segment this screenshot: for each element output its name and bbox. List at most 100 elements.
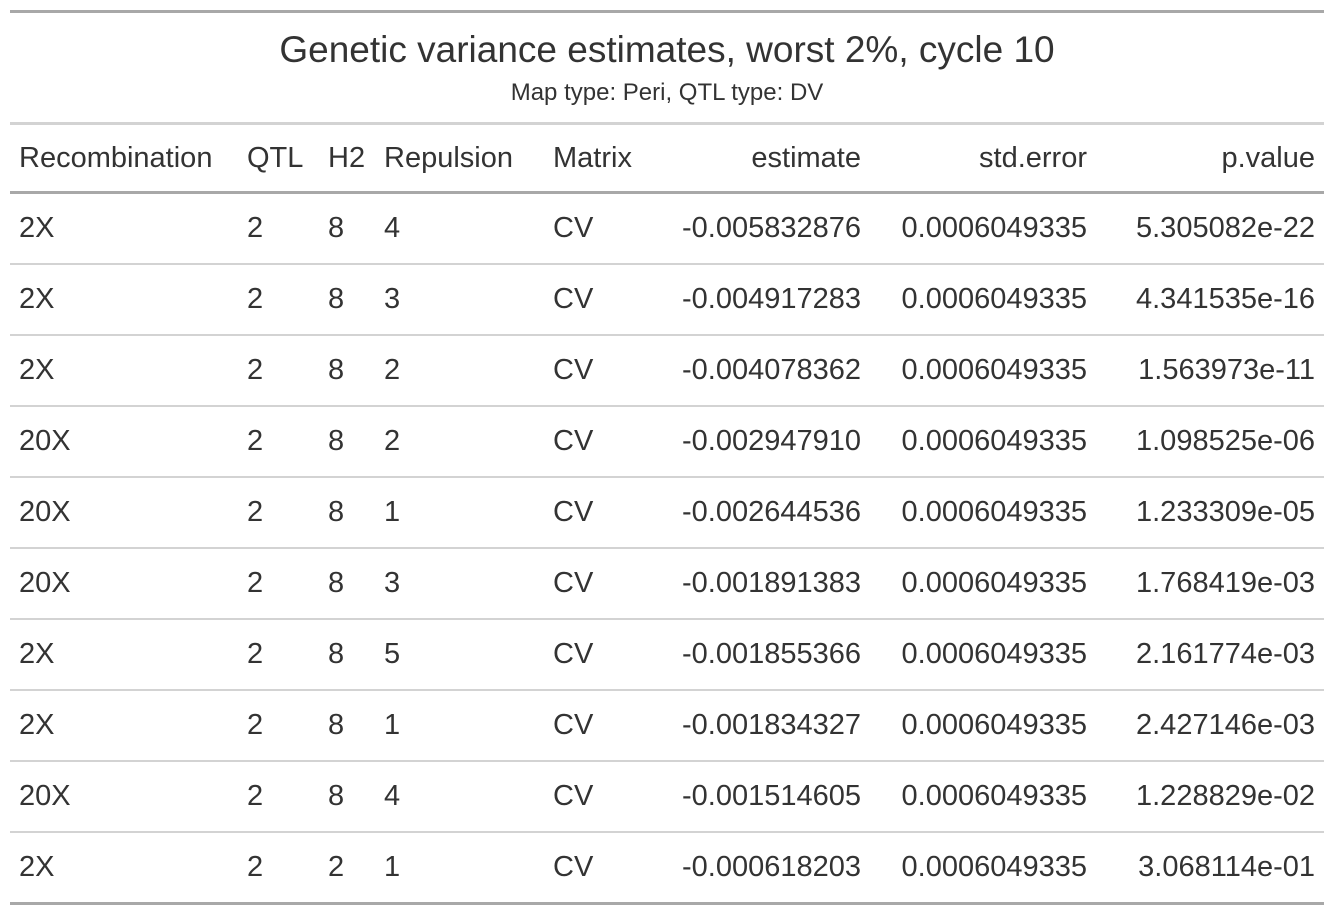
cell-repulsion: 1: [375, 477, 544, 549]
cell-std-error: 0.0006049335: [870, 192, 1096, 265]
cell-recombination: 2X: [10, 192, 238, 265]
cell-recombination: 20X: [10, 761, 238, 833]
cell-std-error: 0.0006049335: [870, 548, 1096, 620]
table-subtitle: Map type: Peri, QTL type: DV: [510, 79, 824, 106]
cell-matrix: CV: [544, 477, 648, 549]
cell-h2: 2: [319, 832, 375, 905]
cell-repulsion: 2: [375, 406, 544, 478]
cell-recombination: 20X: [10, 477, 238, 549]
column-header-std-error: std.error: [870, 125, 1096, 194]
table-row: 2X 2 8 3 CV -0.004917283 0.0006049335 4.341535e…: [10, 264, 1324, 336]
cell-p-value: 1.563973e-11: [1096, 335, 1324, 407]
cell-repulsion: 3: [375, 548, 544, 620]
cell-matrix: CV: [544, 264, 648, 336]
cell-estimate: -0.000618203: [648, 832, 870, 905]
cell-p-value: 3.068114e-01: [1096, 832, 1324, 905]
cell-estimate: -0.004917283: [648, 264, 870, 336]
cell-estimate: -0.001891383: [648, 548, 870, 620]
table-body: 2X 2 8 4 CV -0.005832876 0.0006049335 5.305082e…: [10, 192, 1324, 905]
cell-estimate: -0.001834327: [648, 690, 870, 762]
cell-h2: 8: [319, 761, 375, 833]
cell-matrix: CV: [544, 832, 648, 905]
cell-p-value: 2.427146e-03: [1096, 690, 1324, 762]
table-header: Recombination QTL H2 Repulsion Matrix es…: [10, 125, 1324, 194]
cell-p-value: 1.098525e-06: [1096, 406, 1324, 478]
column-header-repulsion: Repulsion: [375, 125, 544, 194]
cell-p-value: 5.305082e-22: [1096, 192, 1324, 265]
table-heading: Genetic variance estimates, worst 2%, cy…: [10, 13, 1324, 122]
column-header-p-value: p.value: [1096, 125, 1324, 194]
cell-recombination: 2X: [10, 619, 238, 691]
cell-std-error: 0.0006049335: [870, 264, 1096, 336]
table-row: 2X 2 8 1 CV -0.001834327 0.0006049335 2.427146e…: [10, 690, 1324, 762]
cell-std-error: 0.0006049335: [870, 690, 1096, 762]
cell-qtl: 2: [238, 832, 319, 905]
cell-std-error: 0.0006049335: [870, 335, 1096, 407]
cell-h2: 8: [319, 619, 375, 691]
cell-repulsion: 4: [375, 761, 544, 833]
cell-qtl: 2: [238, 761, 319, 833]
cell-p-value: 1.228829e-02: [1096, 761, 1324, 833]
table-row: 20X 2 8 1 CV -0.002644536 0.0006049335 1.233309…: [10, 477, 1324, 549]
cell-matrix: CV: [544, 690, 648, 762]
cell-std-error: 0.0006049335: [870, 832, 1096, 905]
cell-std-error: 0.0006049335: [870, 761, 1096, 833]
cell-qtl: 2: [238, 192, 319, 265]
cell-matrix: CV: [544, 548, 648, 620]
cell-estimate: -0.002644536: [648, 477, 870, 549]
cell-recombination: 2X: [10, 335, 238, 407]
cell-h2: 8: [319, 192, 375, 265]
cell-h2: 8: [319, 406, 375, 478]
table-row: 2X 2 8 2 CV -0.004078362 0.0006049335 1.563973e…: [10, 335, 1324, 407]
table-row: 20X 2 8 3 CV -0.001891383 0.0006049335 1.768419…: [10, 548, 1324, 620]
table-row: 20X 2 8 4 CV -0.001514605 0.0006049335 1.228829…: [10, 761, 1324, 833]
cell-matrix: CV: [544, 761, 648, 833]
cell-qtl: 2: [238, 264, 319, 336]
table-row: 2X 2 8 4 CV -0.005832876 0.0006049335 5.305082e…: [10, 192, 1324, 265]
cell-qtl: 2: [238, 690, 319, 762]
heading-rule: [10, 122, 1324, 125]
cell-qtl: 2: [238, 477, 319, 549]
table-row: 2X 2 8 5 CV -0.001855366 0.0006049335 2.161774e…: [10, 619, 1324, 691]
cell-matrix: CV: [544, 406, 648, 478]
cell-recombination: 2X: [10, 832, 238, 905]
cell-estimate: -0.004078362: [648, 335, 870, 407]
cell-recombination: 20X: [10, 406, 238, 478]
results-table: Recombination QTL H2 Repulsion Matrix es…: [10, 125, 1324, 905]
cell-p-value: 1.233309e-05: [1096, 477, 1324, 549]
top-rule: [10, 10, 1324, 13]
cell-matrix: CV: [544, 619, 648, 691]
cell-h2: 8: [319, 477, 375, 549]
cell-h2: 8: [319, 548, 375, 620]
cell-std-error: 0.0006049335: [870, 406, 1096, 478]
cell-repulsion: 4: [375, 192, 544, 265]
cell-estimate: -0.005832876: [648, 192, 870, 265]
cell-recombination: 2X: [10, 690, 238, 762]
cell-qtl: 2: [238, 548, 319, 620]
cell-std-error: 0.0006049335: [870, 477, 1096, 549]
cell-qtl: 2: [238, 406, 319, 478]
cell-std-error: 0.0006049335: [870, 619, 1096, 691]
table-row: 20X 2 8 2 CV -0.002947910 0.0006049335 1.098525…: [10, 406, 1324, 478]
cell-matrix: CV: [544, 335, 648, 407]
cell-h2: 8: [319, 690, 375, 762]
cell-p-value: 4.341535e-16: [1096, 264, 1324, 336]
cell-recombination: 2X: [10, 264, 238, 336]
results-table-container: Genetic variance estimates, worst 2%, cy…: [10, 10, 1324, 905]
cell-p-value: 2.161774e-03: [1096, 619, 1324, 691]
cell-repulsion: 1: [375, 690, 544, 762]
column-header-h2: H2: [319, 125, 375, 194]
column-header-recombination: Recombination: [10, 125, 238, 194]
header-row: Recombination QTL H2 Repulsion Matrix es…: [10, 125, 1324, 194]
cell-qtl: 2: [238, 335, 319, 407]
cell-estimate: -0.002947910: [648, 406, 870, 478]
table-row: 2X 2 2 1 CV -0.000618203 0.0006049335 3.068114e…: [10, 832, 1324, 905]
column-header-estimate: estimate: [648, 125, 870, 194]
cell-h2: 8: [319, 335, 375, 407]
cell-matrix: CV: [544, 192, 648, 265]
cell-p-value: 1.768419e-03: [1096, 548, 1324, 620]
cell-repulsion: 5: [375, 619, 544, 691]
cell-h2: 8: [319, 264, 375, 336]
cell-qtl: 2: [238, 619, 319, 691]
column-header-matrix: Matrix: [544, 125, 648, 194]
